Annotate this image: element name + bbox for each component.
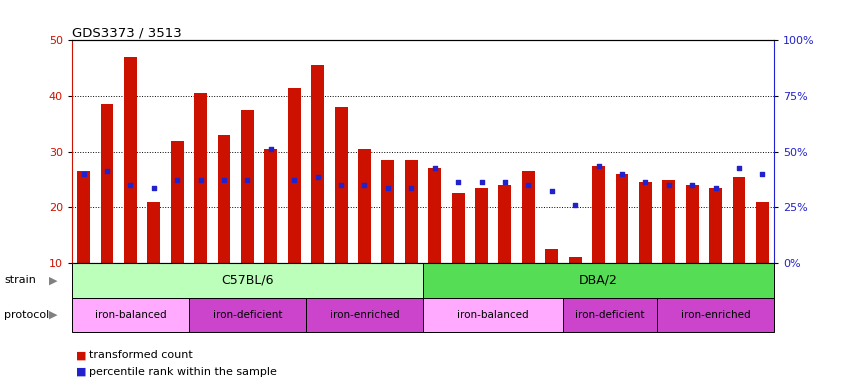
Bar xyxy=(382,160,394,263)
Point xyxy=(334,182,348,188)
Bar xyxy=(546,249,558,263)
Point xyxy=(733,166,746,172)
Bar xyxy=(662,180,675,263)
Bar xyxy=(452,194,464,263)
Text: iron-enriched: iron-enriched xyxy=(330,310,399,320)
Bar xyxy=(265,149,277,263)
Text: ▶: ▶ xyxy=(49,275,58,285)
Bar xyxy=(522,171,535,263)
Point xyxy=(170,177,184,183)
Bar xyxy=(217,135,230,263)
Point xyxy=(358,182,371,188)
Bar xyxy=(423,263,774,298)
Point xyxy=(569,202,582,208)
Point xyxy=(194,177,207,183)
Point xyxy=(475,179,488,185)
Bar xyxy=(72,298,189,332)
Point xyxy=(240,177,254,183)
Text: iron-deficient: iron-deficient xyxy=(212,310,283,320)
Text: iron-enriched: iron-enriched xyxy=(681,310,750,320)
Text: percentile rank within the sample: percentile rank within the sample xyxy=(89,367,277,377)
Point xyxy=(428,166,442,172)
Bar xyxy=(428,168,441,263)
Bar xyxy=(311,65,324,263)
Bar xyxy=(423,298,563,332)
Text: GDS3373 / 3513: GDS3373 / 3513 xyxy=(72,26,182,39)
Bar xyxy=(592,166,605,263)
Bar xyxy=(475,188,488,263)
Point xyxy=(755,171,769,177)
Bar xyxy=(709,188,722,263)
Text: strain: strain xyxy=(4,275,36,285)
Bar xyxy=(189,298,306,332)
Text: ■: ■ xyxy=(76,367,86,377)
Point xyxy=(662,182,675,188)
Bar xyxy=(657,298,774,332)
Text: DBA/2: DBA/2 xyxy=(580,274,618,287)
Point xyxy=(545,188,558,194)
Bar xyxy=(101,104,113,263)
Text: ▶: ▶ xyxy=(49,310,58,320)
Bar xyxy=(147,202,160,263)
Point xyxy=(147,185,161,191)
Bar xyxy=(358,149,371,263)
Text: transformed count: transformed count xyxy=(89,350,193,360)
Bar xyxy=(686,185,699,263)
Text: iron-balanced: iron-balanced xyxy=(95,310,166,320)
Bar xyxy=(306,298,423,332)
Bar xyxy=(563,298,657,332)
Point xyxy=(100,168,113,174)
Point xyxy=(639,179,652,185)
Point xyxy=(217,177,231,183)
Point xyxy=(452,179,465,185)
Point xyxy=(77,171,91,177)
Bar xyxy=(241,110,254,263)
Point xyxy=(615,171,629,177)
Bar xyxy=(756,202,769,263)
Point xyxy=(709,185,722,191)
Point xyxy=(311,174,325,180)
Text: ■: ■ xyxy=(76,350,86,360)
Point xyxy=(264,146,277,152)
Bar xyxy=(72,263,423,298)
Text: iron-deficient: iron-deficient xyxy=(575,310,645,320)
Text: protocol: protocol xyxy=(4,310,49,320)
Point xyxy=(521,182,536,188)
Bar xyxy=(569,257,581,263)
Bar xyxy=(616,174,629,263)
Point xyxy=(124,182,137,188)
Bar xyxy=(498,185,511,263)
Bar xyxy=(335,107,348,263)
Point xyxy=(498,179,512,185)
Bar xyxy=(733,177,745,263)
Bar xyxy=(124,57,137,263)
Point xyxy=(288,177,301,183)
Text: iron-balanced: iron-balanced xyxy=(458,310,529,320)
Bar xyxy=(77,171,90,263)
Bar xyxy=(639,182,651,263)
Bar xyxy=(195,93,207,263)
Bar xyxy=(288,88,300,263)
Bar xyxy=(405,160,418,263)
Bar xyxy=(171,141,184,263)
Point xyxy=(591,162,605,169)
Point xyxy=(404,185,418,191)
Point xyxy=(381,185,394,191)
Point xyxy=(685,182,699,188)
Text: C57BL/6: C57BL/6 xyxy=(221,274,274,287)
